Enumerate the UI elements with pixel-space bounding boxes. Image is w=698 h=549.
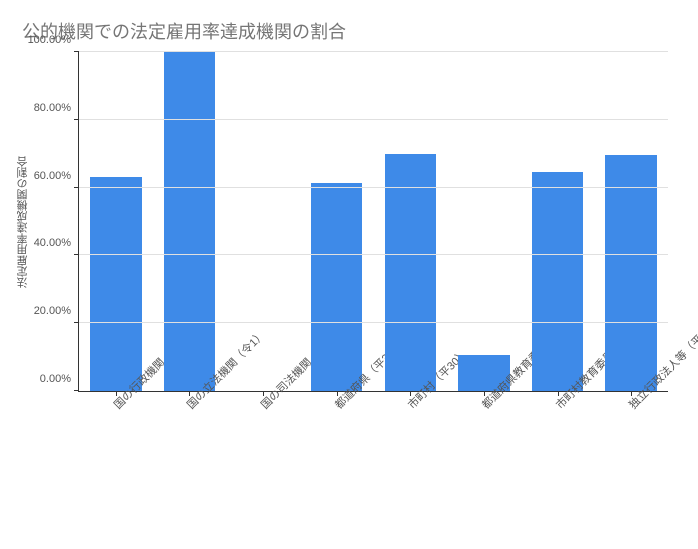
plot-area: 国の行政機関（令1）国の立法機関（令1）国の司法機関（令1）都道府県（平30）市… — [78, 52, 668, 392]
bar — [164, 52, 216, 391]
chart-title: 公的機関での法定雇用率達成機関の割合 — [22, 18, 678, 44]
ytick-mark — [74, 119, 79, 120]
bar-slot: 市町村（平30） — [374, 52, 448, 391]
plot-wrap: 国の行政機関（令1）国の立法機関（令1）国の司法機関（令1）都道府県（平30）市… — [78, 52, 668, 392]
bar — [605, 155, 657, 391]
ytick-mark — [74, 187, 79, 188]
gridline — [79, 51, 668, 52]
bar-slot: 国の立法機関（令1） — [153, 52, 227, 391]
bar-slot: 国の司法機関（令1） — [226, 52, 300, 391]
y-axis-title: 法定雇用率達成機関の割合 — [16, 52, 30, 392]
bar-slot: 都道府県教育委員会（平30） — [447, 52, 521, 391]
y-axis-title-text: 法定雇用率達成機関の割合 — [15, 156, 31, 288]
bar — [532, 172, 584, 391]
ytick-mark — [74, 51, 79, 52]
bar-slot: 独立行政法人等（平30） — [594, 52, 668, 391]
bar-slot: 都道府県（平30） — [300, 52, 374, 391]
bar — [385, 154, 437, 391]
ytick-mark — [74, 390, 79, 391]
ytick-label: 0.00% — [40, 373, 79, 385]
ytick-mark — [74, 254, 79, 255]
gridline — [79, 322, 668, 323]
ytick-label: 60.00% — [34, 170, 79, 182]
bar — [311, 183, 363, 391]
bar-slot: 市町村教育委員会（平30） — [521, 52, 595, 391]
bar-slot: 国の行政機関（令1） — [79, 52, 153, 391]
gridline — [79, 254, 668, 255]
gridline — [79, 187, 668, 188]
ytick-mark — [74, 322, 79, 323]
chart-container: 公的機関での法定雇用率達成機関の割合 法定雇用率達成機関の割合 国の行政機関（令… — [0, 0, 698, 549]
ytick-label: 20.00% — [34, 305, 79, 317]
ytick-label: 40.00% — [34, 237, 79, 249]
gridline — [79, 119, 668, 120]
ytick-label: 100.00% — [28, 34, 79, 46]
ytick-label: 80.00% — [34, 102, 79, 114]
bars-group: 国の行政機関（令1）国の立法機関（令1）国の司法機関（令1）都道府県（平30）市… — [79, 52, 668, 391]
bar — [90, 177, 142, 391]
